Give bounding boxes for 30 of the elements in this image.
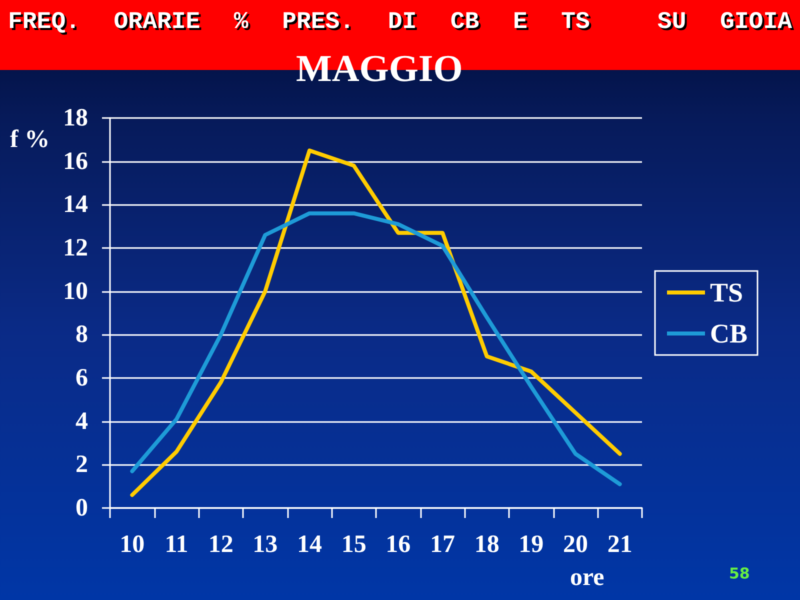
x-tick-label: 10 [120, 531, 145, 558]
y-tick-label: 14 [63, 191, 88, 218]
x-axis-title: ore [570, 564, 604, 591]
text: 58 [729, 564, 750, 582]
x-tick-label: 19 [518, 531, 544, 558]
y-tick-label: 12 [63, 234, 88, 262]
chart-title: FREQ. ORARIE % PRES. DI CB E TS SU GIOIA [8, 9, 792, 37]
line-series [130, 148, 622, 497]
x-tick-label: 21 [607, 531, 632, 558]
line-series [130, 211, 622, 486]
legend-label: TS [710, 278, 744, 308]
x-tick-label: 11 [164, 531, 188, 558]
y-axis-title: f % [10, 126, 50, 153]
x-tick-label: 15 [341, 531, 366, 558]
x-tick-label: 20 [563, 531, 588, 558]
y-tick-label: 4 [76, 408, 88, 435]
y-tick-label: 16 [63, 148, 88, 175]
x-tick-label: 12 [208, 531, 234, 558]
x-tick-label: 14 [297, 531, 322, 558]
x-tick-label: 18 [474, 531, 500, 558]
x-tick-label: 17 [430, 531, 455, 558]
y-tick-label: 10 [63, 278, 88, 305]
x-tick-label: 13 [252, 531, 278, 558]
y-tick-label: 18 [63, 104, 88, 132]
y-tick-label: 8 [76, 321, 88, 348]
y-tick-label: 2 [76, 451, 88, 478]
legend-label: CB [710, 318, 748, 348]
x-tick-label: 16 [386, 531, 411, 558]
y-tick-label: 6 [76, 364, 88, 392]
y-tick-label: 0 [76, 494, 88, 522]
